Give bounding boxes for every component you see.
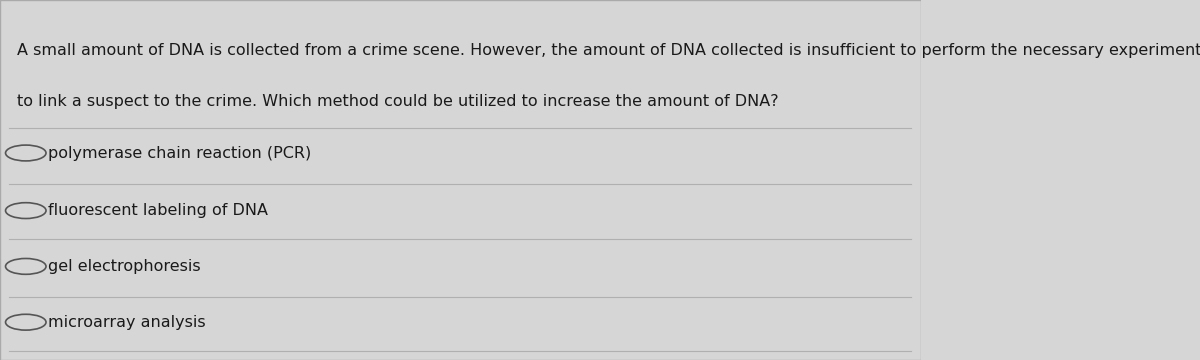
Text: gel electrophoresis: gel electrophoresis (48, 259, 200, 274)
Text: A small amount of DNA is collected from a crime scene. However, the amount of DN: A small amount of DNA is collected from … (17, 43, 1200, 58)
Text: to link a suspect to the crime. Which method could be utilized to increase the a: to link a suspect to the crime. Which me… (17, 94, 778, 109)
Text: microarray analysis: microarray analysis (48, 315, 205, 330)
Text: polymerase chain reaction (PCR): polymerase chain reaction (PCR) (48, 145, 311, 161)
Text: fluorescent labeling of DNA: fluorescent labeling of DNA (48, 203, 268, 218)
